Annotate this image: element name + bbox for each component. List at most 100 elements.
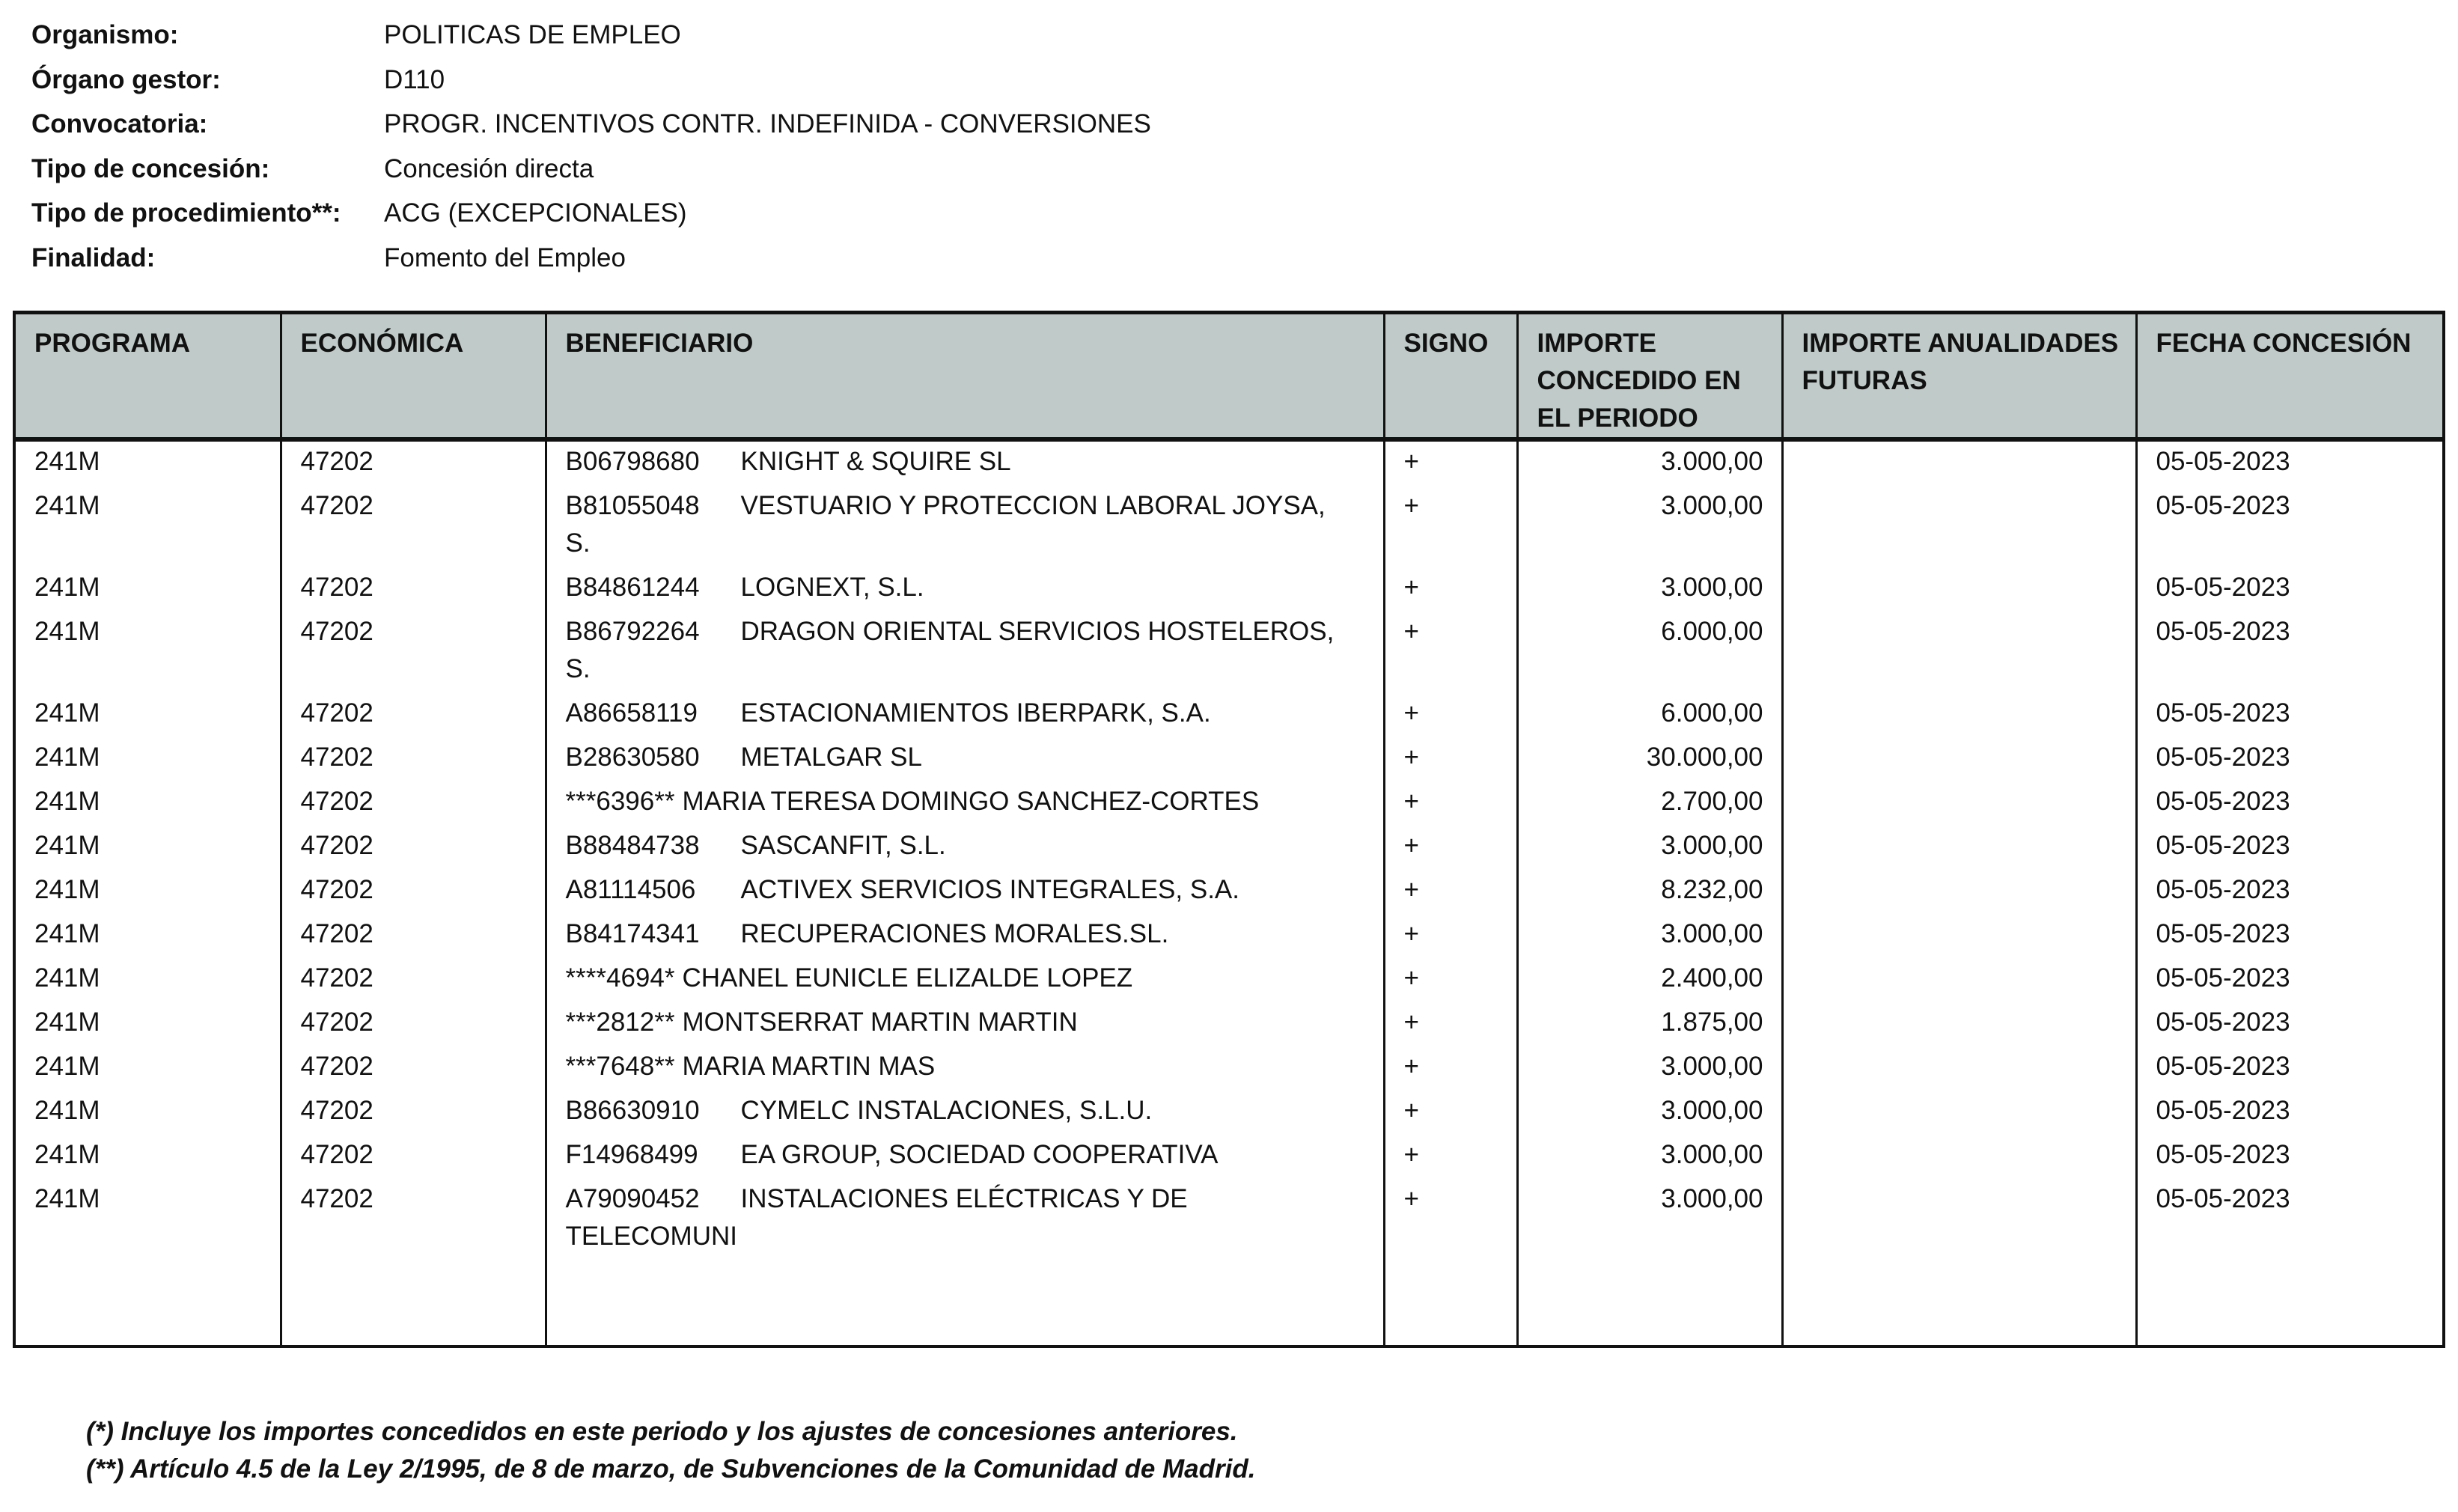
meta-label: Órgano gestor: — [31, 64, 221, 94]
meta-row: Organismo: POLITICAS DE EMPLEO — [31, 16, 1151, 61]
footnote-2: (**) Artículo 4.5 de la Ley 2/1995, de 8… — [86, 1454, 1256, 1484]
cell-signo: + — [1382, 1179, 1519, 1260]
cell-economica: 47202 — [279, 1046, 547, 1091]
cell-economica: 47202 — [279, 958, 547, 1002]
meta-value: D110 — [384, 64, 445, 94]
meta-value: Concesión directa — [384, 153, 594, 183]
beneficiary-id: ***7648** — [565, 1052, 675, 1081]
beneficiary-name: METALGAR SL — [740, 743, 922, 772]
cell-programa: 241M — [13, 914, 282, 958]
beneficiary-id: B28630580 — [565, 743, 700, 772]
meta-label: Tipo de concesión: — [31, 153, 270, 183]
cell-importe: 8.232,00 — [1516, 870, 1784, 914]
beneficiary-name: MARIA MARTIN MAS — [682, 1052, 936, 1081]
meta-value: PROGR. INCENTIVOS CONTR. INDEFINIDA - CO… — [384, 109, 1151, 138]
cell-programa: 241M — [13, 1135, 282, 1179]
cell-fecha: 05-05-2023 — [2135, 567, 2445, 612]
cell-beneficiario: F14968499 EA GROUP, SOCIEDAD COOPERATIVA — [544, 1135, 1385, 1179]
cell-economica: 47202 — [279, 914, 547, 958]
beneficiary-name: EA GROUP, SOCIEDAD COOPERATIVA — [740, 1140, 1219, 1169]
cell-importe: 3.000,00 — [1516, 1046, 1784, 1091]
table-row: 241M 47202 B86630910 CYMELC INSTALACIONES, … — [13, 1091, 2445, 1135]
cell-signo: + — [1382, 870, 1519, 914]
table-filler-row — [13, 1260, 2445, 1348]
meta-row: Tipo de concesión: Concesión directa — [31, 150, 1151, 195]
cell-signo: + — [1382, 439, 1519, 486]
beneficiary-id: B84174341 — [565, 919, 700, 948]
footnote-1: (*) Incluye los importes concedidos en e… — [86, 1417, 1238, 1446]
cell-importe: 3.000,00 — [1516, 914, 1784, 958]
beneficiary-name: INSTALACIONES ELÉCTRICAS Y DE TELECOMUNI — [565, 1184, 1188, 1251]
cell-economica: 47202 — [279, 1135, 547, 1179]
cell-futuras — [1781, 1179, 2138, 1260]
beneficiary-id: B86630910 — [565, 1096, 700, 1125]
cell-programa: 241M — [13, 567, 282, 612]
table-row: 241M 47202 B06798680 KNIGHT & SQUIRE SL +3.0… — [13, 439, 2445, 486]
beneficiary-name: CHANEL EUNICLE ELIZALDE LOPEZ — [682, 963, 1133, 993]
beneficiary-id: F14968499 — [565, 1140, 698, 1169]
cell-programa: 241M — [13, 693, 282, 737]
table-row: 241M 47202 B81055048 VESTUARIO Y PROTECCION… — [13, 486, 2445, 567]
beneficiary-name: RECUPERACIONES MORALES.SL. — [740, 919, 1169, 948]
meta-row: Tipo de procedimiento**: ACG (EXCEPCIONAL… — [31, 195, 1151, 240]
cell-signo: + — [1382, 693, 1519, 737]
beneficiary-id: A79090452 — [565, 1184, 700, 1213]
cell-fecha: 05-05-2023 — [2135, 781, 2445, 826]
meta-value: ACG (EXCEPCIONALES) — [384, 198, 687, 228]
cell-beneficiario: A81114506 ACTIVEX SERVICIOS INTEGRALES, S… — [544, 870, 1385, 914]
cell-fecha: 05-05-2023 — [2135, 1091, 2445, 1135]
header-signo: SIGNO — [1382, 311, 1519, 442]
cell-importe: 3.000,00 — [1516, 486, 1784, 567]
cell-beneficiario: A79090452 INSTALACIONES ELÉCTRICAS Y DE T… — [544, 1179, 1385, 1260]
cell-economica: 47202 — [279, 826, 547, 870]
meta-label: Organismo: — [31, 20, 179, 49]
table-row: 241M 47202 ***6396** MARIA TERESA DOMINGO S… — [13, 781, 2445, 826]
meta-label: Tipo de procedimiento**: — [31, 198, 341, 228]
cell-importe: 6.000,00 — [1516, 612, 1784, 693]
cell-importe: 30.000,00 — [1516, 737, 1784, 781]
grants-table: PROGRAMA ECONÓMICA BENEFICIARIO SIGNO IM… — [13, 311, 2445, 1348]
cell-programa: 241M — [13, 1091, 282, 1135]
cell-futuras — [1781, 781, 2138, 826]
table-row: 241M 47202 ***7648** MARIA MARTIN MAS +3.000… — [13, 1046, 2445, 1091]
beneficiary-id: B84861244 — [565, 573, 700, 602]
cell-futuras — [1781, 612, 2138, 693]
cell-importe: 2.700,00 — [1516, 781, 1784, 826]
beneficiary-name: VESTUARIO Y PROTECCION LABORAL JOYSA, S. — [565, 491, 1326, 558]
cell-futuras — [1781, 1091, 2138, 1135]
table-row: 241M 47202 A81114506 ACTIVEX SERVICIOS INTE… — [13, 870, 2445, 914]
cell-programa: 241M — [13, 1046, 282, 1091]
cell-beneficiario: B28630580 METALGAR SL — [544, 737, 1385, 781]
header-beneficiario: BENEFICIARIO — [544, 311, 1385, 442]
cell-economica: 47202 — [279, 781, 547, 826]
cell-futuras — [1781, 1046, 2138, 1091]
header-fecha: FECHA CONCESIÓN — [2135, 311, 2445, 442]
cell-programa: 241M — [13, 612, 282, 693]
cell-beneficiario: B06798680 KNIGHT & SQUIRE SL — [544, 439, 1385, 486]
beneficiary-name: SASCANFIT, S.L. — [740, 831, 946, 860]
cell-beneficiario: B84174341 RECUPERACIONES MORALES.SL. — [544, 914, 1385, 958]
cell-fecha: 05-05-2023 — [2135, 439, 2445, 486]
cell-futuras — [1781, 693, 2138, 737]
cell-economica: 47202 — [279, 486, 547, 567]
cell-futuras — [1781, 826, 2138, 870]
cell-importe: 3.000,00 — [1516, 1091, 1784, 1135]
cell-importe: 3.000,00 — [1516, 567, 1784, 612]
table-row: 241M 47202 A86658119 ESTACIONAMIENTOS IBERP… — [13, 693, 2445, 737]
cell-fecha: 05-05-2023 — [2135, 612, 2445, 693]
cell-signo: + — [1382, 737, 1519, 781]
cell-economica: 47202 — [279, 612, 547, 693]
table-row: 241M 47202 B88484738 SASCANFIT, S.L. +3.000,… — [13, 826, 2445, 870]
beneficiary-id: ***2812** — [565, 1008, 675, 1037]
cell-futuras — [1781, 486, 2138, 567]
table-header-row: PROGRAMA ECONÓMICA BENEFICIARIO SIGNO IM… — [13, 311, 2445, 442]
beneficiary-name: ESTACIONAMIENTOS IBERPARK, S.A. — [740, 698, 1211, 728]
meta-label: Finalidad: — [31, 243, 156, 272]
cell-fecha: 05-05-2023 — [2135, 1046, 2445, 1091]
table-row: 241M 47202 B28630580 METALGAR SL +30.000,00 0… — [13, 737, 2445, 781]
beneficiary-id: B06798680 — [565, 447, 700, 476]
cell-beneficiario: B81055048 VESTUARIO Y PROTECCION LABORAL … — [544, 486, 1385, 567]
table-row: 241M 47202 A79090452 INSTALACIONES ELÉCTRIC… — [13, 1179, 2445, 1260]
beneficiary-name: KNIGHT & SQUIRE SL — [740, 447, 1011, 476]
cell-signo: + — [1382, 781, 1519, 826]
